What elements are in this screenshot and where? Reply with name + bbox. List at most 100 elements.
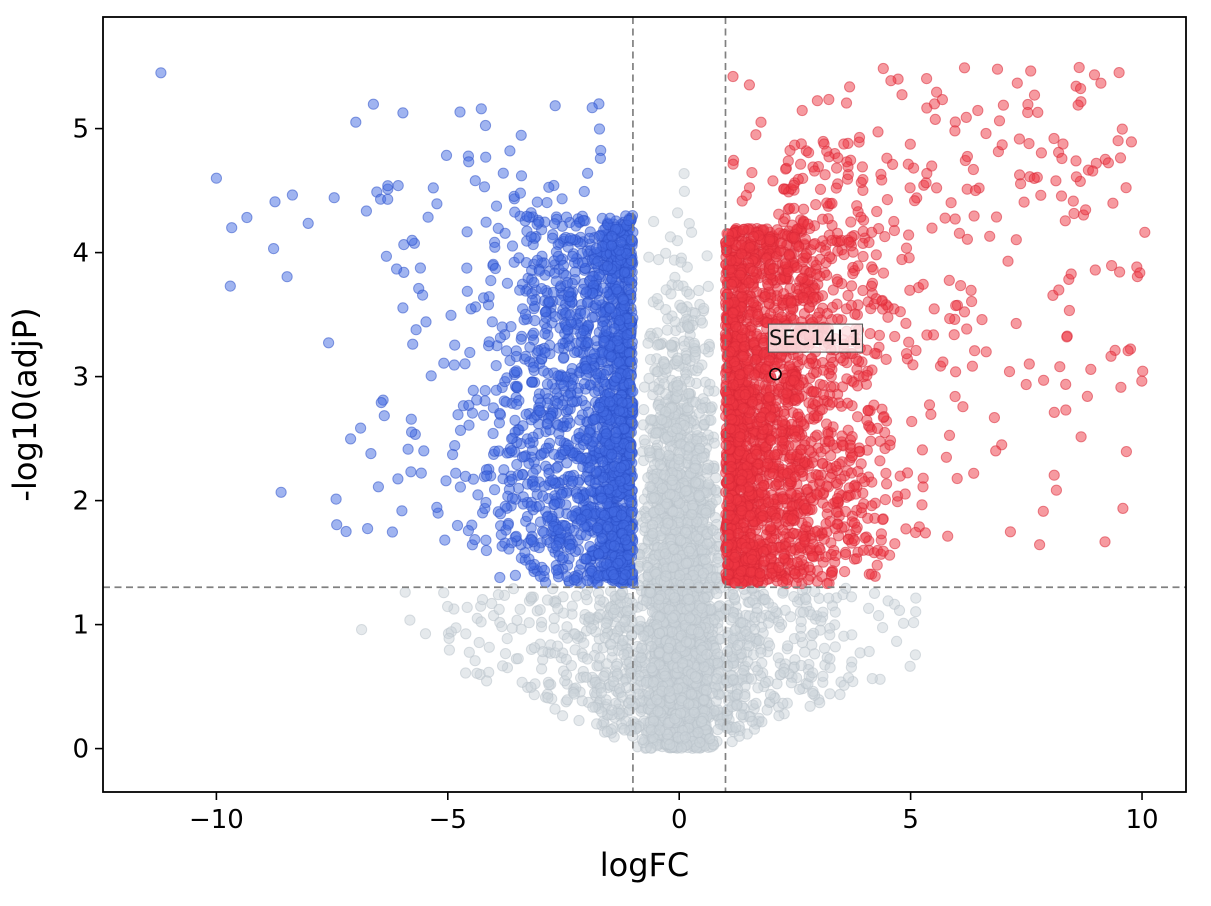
data-point [483, 641, 495, 653]
data-point [684, 612, 696, 624]
data-point [486, 316, 498, 328]
data-point [654, 459, 666, 471]
data-point [743, 640, 755, 652]
data-point [800, 593, 812, 606]
data-point [692, 362, 704, 374]
data-point [543, 296, 555, 308]
data-point [590, 242, 602, 255]
data-point [578, 378, 591, 390]
data-point [581, 575, 593, 587]
data-point [645, 414, 657, 426]
data-point [597, 282, 610, 294]
data-point [731, 699, 743, 711]
data-point [399, 586, 411, 598]
data-point [525, 591, 537, 603]
data-point [581, 433, 593, 445]
data-point [618, 648, 630, 661]
data-point [664, 231, 677, 243]
data-point [664, 488, 676, 500]
data-point [594, 652, 606, 664]
data-point [523, 617, 535, 629]
data-point [683, 698, 695, 710]
data-point [593, 401, 606, 414]
data-point [788, 591, 800, 603]
data-point [527, 361, 539, 373]
data-point [478, 181, 491, 193]
data-point [642, 337, 654, 349]
data-point [438, 587, 450, 599]
data-point [645, 662, 658, 674]
data-point [591, 368, 603, 380]
data-point [481, 675, 493, 687]
data-point [570, 590, 583, 602]
data-point [671, 355, 684, 367]
data-point [480, 534, 492, 546]
data-point [605, 638, 617, 651]
data-point [596, 532, 608, 544]
data-point [494, 571, 506, 584]
data-point [710, 494, 722, 506]
data-point [625, 497, 637, 509]
data-point [552, 602, 564, 615]
data-point [868, 587, 881, 600]
data-point [709, 614, 721, 626]
data-point [605, 351, 617, 363]
data-point [549, 703, 561, 715]
data-point [613, 405, 625, 417]
data-point [492, 589, 504, 601]
data-point [592, 255, 604, 267]
data-point [690, 424, 703, 436]
data-point [622, 367, 634, 380]
data-point [593, 548, 605, 560]
data-point [584, 540, 596, 553]
data-point [703, 478, 715, 490]
data-point [673, 453, 685, 465]
data-point [605, 240, 618, 252]
data-point [751, 602, 763, 615]
data-point [854, 647, 866, 659]
data-point [669, 592, 681, 604]
data-point [611, 372, 623, 384]
data-point [644, 353, 657, 366]
data-point [566, 600, 578, 612]
data-point [683, 545, 695, 557]
data-point [690, 345, 702, 358]
data-point [591, 522, 603, 534]
data-point [625, 234, 638, 246]
data-point [542, 692, 554, 704]
data-point [759, 676, 772, 689]
data-point [598, 509, 611, 522]
data-point [663, 685, 676, 697]
data-point [674, 569, 686, 582]
data-point [509, 569, 522, 582]
data-point [635, 642, 648, 654]
data-point [660, 247, 672, 259]
data-point [676, 302, 688, 314]
data-point [698, 302, 710, 315]
data-point [845, 661, 858, 673]
data-point [701, 673, 713, 685]
data-point [460, 667, 472, 679]
data-point [583, 232, 596, 244]
data-point [759, 593, 771, 606]
data-point [578, 637, 590, 649]
data-point [755, 647, 767, 659]
data-point [330, 493, 342, 505]
data-point [580, 589, 592, 601]
data-point [598, 335, 610, 347]
data-point [574, 414, 586, 426]
data-point [596, 492, 608, 504]
data-point [680, 485, 692, 497]
data-point [829, 641, 841, 653]
data-point [701, 648, 713, 661]
data-point [500, 345, 513, 357]
data-point [603, 483, 615, 495]
data-point [475, 616, 487, 628]
data-point [561, 632, 574, 644]
data-point [698, 694, 710, 706]
data-point [683, 288, 696, 300]
data-point [404, 614, 416, 626]
data-point [711, 673, 723, 685]
data-point [644, 586, 656, 599]
